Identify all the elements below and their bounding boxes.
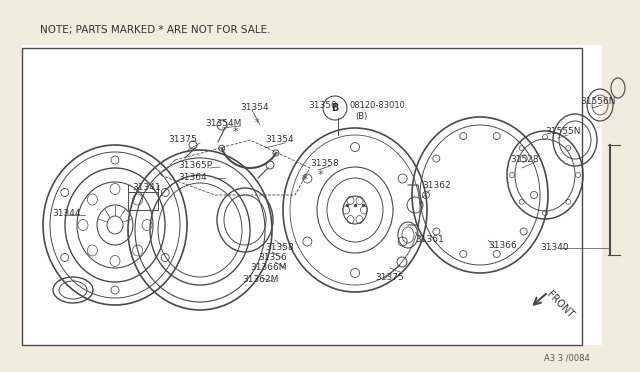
Text: 31366: 31366 bbox=[488, 241, 516, 250]
Bar bbox=[128, 192, 158, 210]
Bar bbox=[22, 45, 602, 345]
Text: 31358: 31358 bbox=[310, 158, 339, 167]
Text: 31362M: 31362M bbox=[242, 276, 278, 285]
Text: 31354: 31354 bbox=[240, 103, 269, 112]
Text: (B): (B) bbox=[355, 112, 367, 121]
Text: 31375: 31375 bbox=[168, 135, 196, 144]
Text: 31358: 31358 bbox=[265, 244, 294, 253]
Text: 31365P: 31365P bbox=[178, 160, 212, 170]
Text: 31350: 31350 bbox=[308, 100, 337, 109]
Text: 31364: 31364 bbox=[178, 173, 207, 183]
Text: 31356: 31356 bbox=[258, 253, 287, 263]
Text: A3 3 /0084: A3 3 /0084 bbox=[544, 353, 590, 362]
Text: 31340: 31340 bbox=[540, 244, 568, 253]
Text: 31375: 31375 bbox=[375, 273, 404, 282]
Text: *: * bbox=[255, 118, 260, 128]
Text: B: B bbox=[332, 103, 339, 113]
Text: *: * bbox=[302, 173, 308, 186]
Text: 31341: 31341 bbox=[132, 183, 161, 192]
Text: 31528: 31528 bbox=[510, 155, 539, 164]
Text: 08120-83010: 08120-83010 bbox=[350, 100, 406, 109]
Text: 31361: 31361 bbox=[415, 235, 444, 244]
Text: 31556N: 31556N bbox=[580, 97, 616, 106]
Text: 31354M: 31354M bbox=[205, 119, 241, 128]
Text: 31555N: 31555N bbox=[545, 128, 580, 137]
Text: FRONT: FRONT bbox=[545, 289, 575, 320]
Bar bbox=[22, 48, 582, 345]
Text: 31354: 31354 bbox=[265, 135, 294, 144]
Text: 31366M: 31366M bbox=[250, 263, 287, 273]
Text: *: * bbox=[232, 127, 238, 137]
Text: 31344: 31344 bbox=[52, 208, 81, 218]
Text: NOTE; PARTS MARKED * ARE NOT FOR SALE.: NOTE; PARTS MARKED * ARE NOT FOR SALE. bbox=[40, 25, 271, 35]
Text: *: * bbox=[318, 170, 324, 180]
Text: 31362: 31362 bbox=[422, 180, 451, 189]
